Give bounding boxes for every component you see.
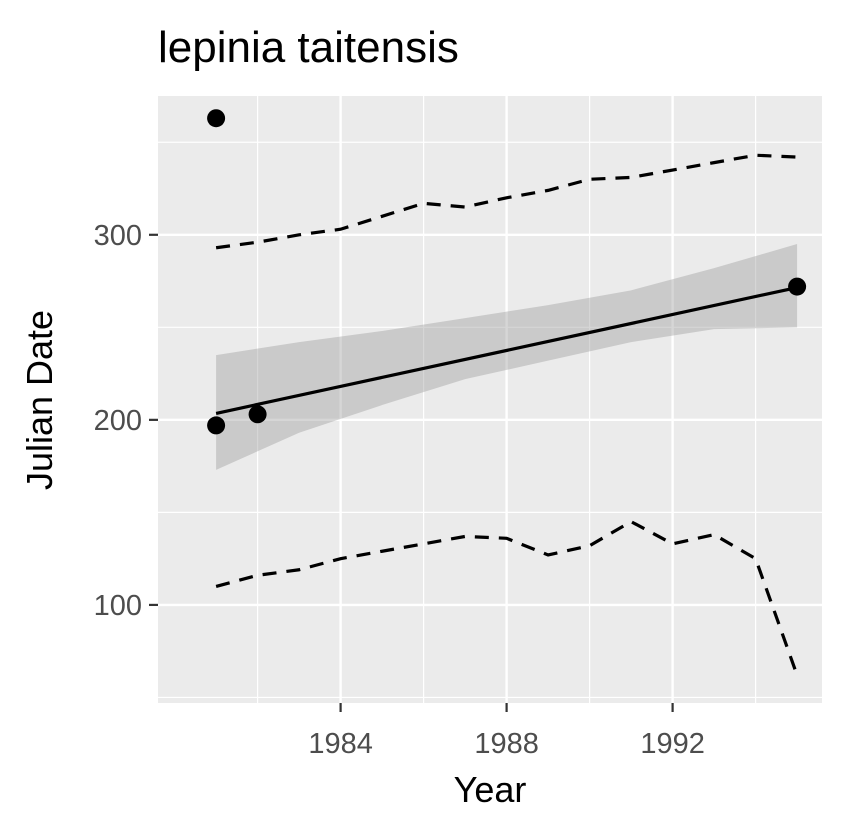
lower-quantile-line (215, 519, 799, 676)
x-axis-ticks: 1984 1988 1992 (308, 703, 705, 760)
fit-line (215, 285, 798, 415)
data-point (788, 277, 807, 296)
data-points (207, 109, 807, 435)
x-axis-title: Year (454, 769, 527, 810)
chart-title: lepinia taitensis (158, 23, 459, 72)
upper-quantile-line (215, 153, 798, 250)
grid-minor (158, 96, 822, 703)
x-tick-label: 1984 (308, 728, 373, 760)
plot-panel (158, 96, 822, 703)
grid-major (158, 96, 822, 703)
y-tick-label: 200 (94, 405, 142, 437)
data-point (248, 405, 267, 424)
data-point (207, 416, 226, 435)
confidence-band (216, 244, 798, 470)
x-tick-label: 1992 (640, 728, 705, 760)
x-tick-label: 1988 (474, 728, 539, 760)
y-axis-ticks: 100 200 300 (94, 220, 158, 622)
y-axis-title: Julian Date (19, 310, 60, 490)
y-tick-label: 300 (94, 220, 142, 252)
y-tick-label: 100 (94, 590, 142, 622)
data-point (207, 109, 226, 128)
